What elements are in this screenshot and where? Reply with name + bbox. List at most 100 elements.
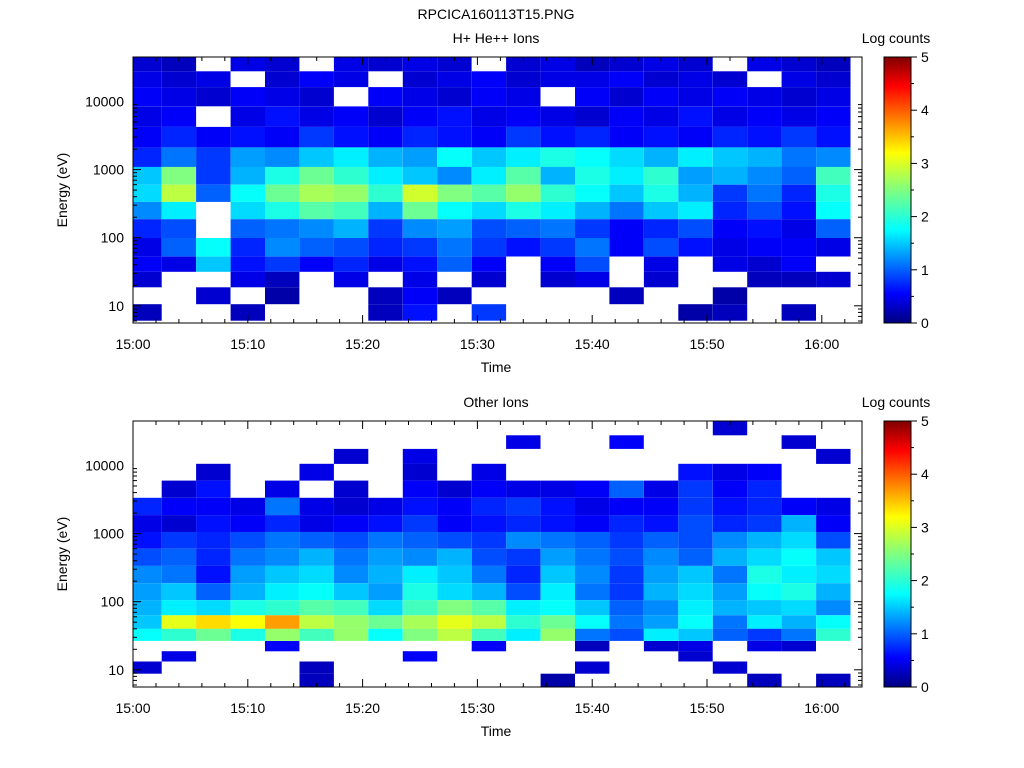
heatmap-cell bbox=[161, 583, 197, 601]
heatmap-cell bbox=[781, 166, 816, 185]
heatmap-cell bbox=[437, 71, 472, 88]
heatmap-cell bbox=[471, 184, 507, 202]
heatmap-cell bbox=[609, 435, 644, 449]
panel-other-ions: Other Ions 15:00 15:10 15:20 15:30 15:40 15:5… bbox=[54, 394, 930, 739]
heatmap-cell bbox=[265, 583, 300, 601]
heatmap-cell bbox=[402, 238, 438, 257]
heatmap-cell bbox=[643, 271, 679, 288]
x-tick-label: 16:00 bbox=[804, 336, 839, 352]
heatmap-cell bbox=[368, 565, 403, 584]
heatmap-cell bbox=[781, 531, 816, 549]
heatmap-cell bbox=[230, 87, 265, 107]
heatmap-cell bbox=[609, 600, 644, 616]
heatmap-cell bbox=[402, 201, 438, 220]
heatmap-cell bbox=[402, 87, 438, 107]
heatmap-cell bbox=[368, 147, 403, 167]
y-tick-label: 10000 bbox=[85, 94, 124, 110]
heatmap-cell bbox=[816, 201, 851, 220]
heatmap-cell bbox=[471, 271, 507, 288]
heatmap-cell bbox=[265, 515, 300, 532]
heatmap-cell bbox=[747, 201, 782, 220]
heatmap-cell bbox=[368, 600, 403, 616]
heatmap-cell bbox=[575, 71, 610, 88]
heatmap-cell bbox=[161, 515, 197, 532]
heatmap-cell bbox=[575, 615, 610, 629]
heatmap-cell bbox=[402, 184, 438, 202]
heatmap-cell bbox=[678, 463, 713, 481]
heatmap-cell bbox=[265, 106, 300, 127]
heatmap-cell bbox=[161, 480, 197, 498]
heatmap-cell bbox=[506, 583, 541, 601]
heatmap-cell bbox=[609, 628, 644, 641]
heatmap-cell bbox=[678, 147, 713, 167]
heatmap-cell bbox=[437, 219, 472, 238]
heatmap-cell bbox=[265, 497, 300, 516]
heatmap-cell bbox=[747, 463, 782, 481]
heatmap-cell bbox=[540, 166, 575, 185]
heatmap-cell bbox=[747, 480, 782, 498]
heatmap-cell bbox=[506, 184, 541, 202]
heatmap-cell bbox=[368, 238, 403, 257]
heatmap-cell bbox=[333, 271, 369, 288]
heatmap-cell bbox=[437, 201, 472, 220]
heatmap-cell bbox=[230, 615, 265, 629]
heatmap-cell bbox=[133, 201, 162, 220]
heatmap-cell bbox=[781, 628, 816, 641]
heatmap-cell bbox=[196, 71, 231, 88]
heatmap-cell bbox=[712, 219, 748, 238]
heatmap-cell bbox=[265, 271, 300, 288]
heatmap-cell bbox=[299, 87, 334, 107]
heatmap-cell bbox=[161, 615, 197, 629]
heatmap-cell bbox=[643, 628, 679, 641]
heatmap-cell bbox=[133, 126, 162, 148]
heatmap-cell bbox=[471, 583, 507, 601]
heatmap-cell bbox=[609, 531, 644, 549]
heatmap-cell bbox=[781, 184, 816, 202]
heatmap-cell bbox=[540, 219, 575, 238]
heatmap-cell bbox=[609, 583, 644, 601]
heatmap-cell bbox=[437, 287, 472, 305]
heatmap-cell bbox=[747, 531, 782, 549]
heatmap-cell bbox=[299, 238, 334, 257]
heatmap-cell bbox=[402, 219, 438, 238]
heatmap-cell bbox=[265, 126, 300, 148]
heatmap-cell bbox=[747, 184, 782, 202]
heatmap-cell bbox=[133, 271, 162, 288]
heatmap-cell bbox=[540, 256, 575, 272]
heatmap-cell bbox=[265, 184, 300, 202]
heatmap-cell bbox=[712, 600, 748, 616]
heatmap-cell bbox=[747, 565, 782, 584]
heatmap-cell bbox=[299, 628, 334, 641]
heatmap-cell bbox=[437, 565, 472, 584]
heatmap-cell bbox=[133, 57, 162, 72]
heatmap-cell bbox=[575, 497, 610, 516]
heatmap-cell bbox=[230, 531, 265, 549]
heatmap-cell bbox=[506, 435, 541, 449]
colorbar-tick-label: 5 bbox=[921, 413, 929, 429]
heatmap-cell bbox=[712, 615, 748, 629]
heatmap-cell bbox=[196, 548, 231, 566]
heatmap-cell bbox=[609, 184, 644, 202]
heatmap-cell bbox=[333, 565, 369, 584]
heatmap-cell bbox=[196, 147, 231, 167]
heatmap-cell bbox=[333, 515, 369, 532]
y-axis-label: Energy (eV) bbox=[54, 153, 70, 228]
heatmap-cell bbox=[133, 628, 162, 641]
heatmap-cell bbox=[265, 480, 300, 498]
heatmap-cell bbox=[678, 497, 713, 516]
heatmap-cell bbox=[265, 166, 300, 185]
heatmap-cell bbox=[575, 238, 610, 257]
heatmap-cell bbox=[368, 126, 403, 148]
heatmap-cell bbox=[609, 201, 644, 220]
heatmap-cell bbox=[471, 106, 507, 127]
heatmap-cell bbox=[402, 515, 438, 532]
heatmap-cell bbox=[643, 71, 679, 88]
heatmap-cell bbox=[230, 219, 265, 238]
heatmap-cell bbox=[781, 565, 816, 584]
y-axis-label: Energy (eV) bbox=[54, 517, 70, 592]
heatmap-cell bbox=[196, 287, 231, 305]
heatmap-cell bbox=[747, 641, 782, 652]
heatmap-cell bbox=[161, 57, 197, 72]
heatmap-cell bbox=[402, 463, 438, 481]
heatmap-cell bbox=[747, 87, 782, 107]
